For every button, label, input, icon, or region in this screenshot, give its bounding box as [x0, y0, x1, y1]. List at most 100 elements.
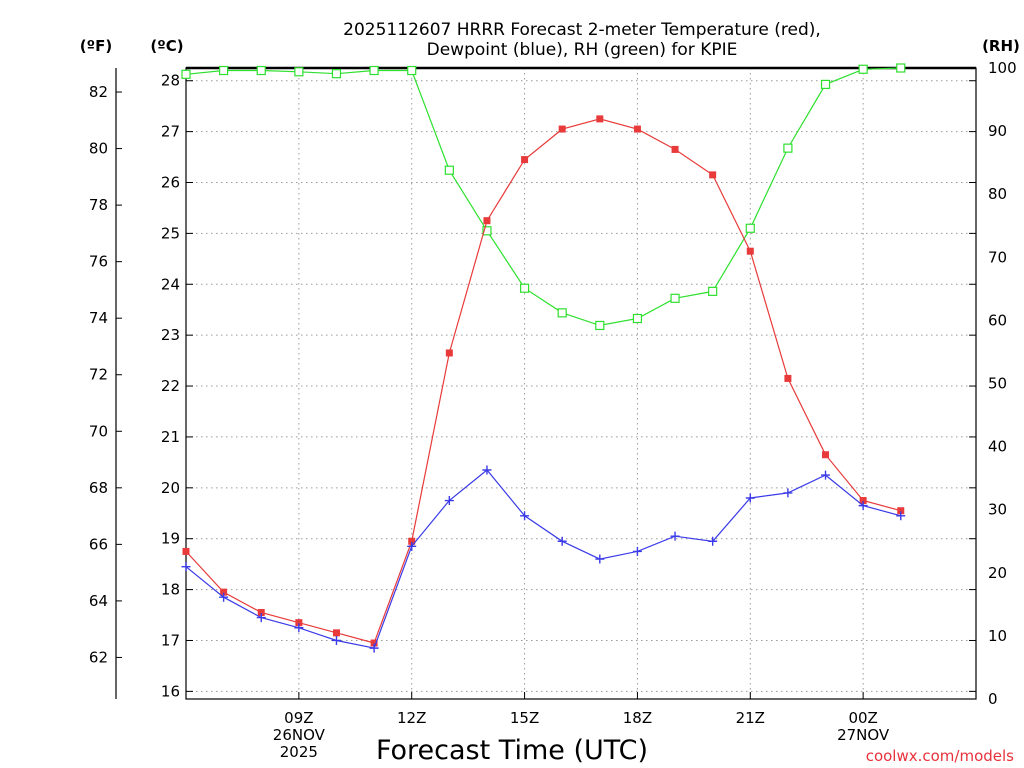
temperature-point — [220, 588, 228, 596]
dewpoint-point — [708, 536, 718, 546]
fahrenheit-tick-label: 78 — [89, 196, 108, 214]
rh-point — [896, 63, 906, 73]
rh-point — [181, 69, 191, 79]
temperature-point — [370, 639, 378, 647]
celsius-tick-label: 26 — [161, 173, 180, 191]
rh-point — [331, 69, 342, 79]
x-tick-label: 15Z — [510, 709, 539, 727]
temperature-point — [596, 115, 604, 123]
fahrenheit-tick-label: 80 — [89, 140, 108, 158]
dewpoint-point — [670, 531, 680, 541]
series-dewpoint — [181, 465, 906, 653]
rh-point — [369, 65, 379, 76]
x-tick-label: 12Z — [397, 709, 426, 727]
celsius-tick-label: 28 — [161, 72, 180, 90]
rh-point — [482, 226, 492, 236]
rh-tick-label: 100 — [988, 59, 1017, 77]
celsius-tick-label: 16 — [161, 682, 180, 700]
temperature-point — [521, 156, 529, 164]
fahrenheit-unit-label: (ºF) — [80, 37, 112, 55]
temperature-point — [784, 374, 792, 382]
rh-point — [219, 65, 229, 76]
x-tick-label: 26NOV — [273, 726, 326, 744]
temperature-point — [671, 145, 679, 153]
dewpoint-point — [294, 623, 304, 633]
fahrenheit-tick-label: 68 — [89, 479, 108, 497]
dewpoint-point — [444, 496, 454, 506]
rh-tick-label: 80 — [988, 185, 1007, 203]
axes-layer — [115, 66, 977, 700]
fahrenheit-tick-label: 82 — [89, 83, 108, 101]
rh-tick-label: 20 — [988, 564, 1007, 582]
dewpoint-point — [595, 554, 605, 564]
x-tick-label: 2025 — [280, 743, 318, 761]
x-tick-label: 27NOV — [837, 726, 890, 744]
credit-text: coolwx.com/models — [866, 747, 1014, 765]
fahrenheit-tick-label: 76 — [89, 253, 108, 271]
celsius-tick-label: 20 — [161, 479, 180, 497]
dewpoint-point — [557, 536, 567, 546]
series-temperature — [182, 115, 905, 647]
temperature-point — [633, 125, 641, 133]
celsius-tick-label: 22 — [161, 377, 180, 395]
dewpoint-point — [181, 562, 191, 572]
x-tick-label: 21Z — [736, 709, 765, 727]
celsius-tick-label: 23 — [161, 326, 180, 344]
grid-layer — [186, 68, 976, 699]
celsius-tick-label: 25 — [161, 224, 180, 242]
rh-point — [595, 320, 605, 331]
chart-title-line-2: Dewpoint (blue), RH (green) for KPIE — [427, 40, 738, 60]
temperature-point — [746, 247, 754, 255]
series-layer — [181, 63, 906, 653]
rh-tick-label: 70 — [988, 248, 1007, 266]
fahrenheit-tick-label: 66 — [89, 535, 108, 553]
dewpoint-point — [219, 592, 229, 602]
series-rh — [181, 63, 906, 331]
rh-point — [783, 143, 793, 153]
temperature-point — [257, 608, 265, 616]
temperature-point — [295, 619, 303, 627]
rh-tick-label: 60 — [988, 311, 1007, 329]
rh-point — [632, 313, 643, 324]
temperature-point — [182, 547, 190, 555]
dewpoint-point — [821, 470, 831, 480]
chart-title-line-1: 2025112607 HRRR Forecast 2-meter Tempera… — [343, 20, 821, 40]
temperature-point — [822, 451, 830, 459]
rh-point — [519, 283, 530, 293]
rh-point — [708, 286, 718, 296]
fahrenheit-tick-label: 62 — [89, 648, 108, 666]
rh-tick-label: 90 — [988, 122, 1007, 140]
temperature-line — [185, 118, 901, 644]
rh-line — [185, 67, 901, 327]
rh-point — [858, 64, 868, 74]
dewpoint-point — [783, 488, 793, 498]
rh-tick-label: 40 — [988, 438, 1007, 456]
celsius-tick-label: 27 — [161, 123, 180, 141]
tick-layer: 16 17 18 19 20 21 22 23 24 25 26 27 28 62 64 66 68 70 72 74… — [89, 59, 1017, 761]
rh-tick-label: 50 — [988, 375, 1007, 393]
celsius-tick-label: 18 — [161, 581, 180, 599]
rh-point — [670, 293, 680, 303]
rh-point — [407, 65, 417, 76]
fahrenheit-tick-label: 74 — [89, 309, 108, 327]
rh-point — [820, 79, 831, 90]
temperature-point — [859, 497, 867, 505]
dewpoint-line — [185, 469, 901, 649]
dewpoint-point — [482, 465, 492, 475]
plot-frame — [185, 67, 977, 700]
temperature-point — [332, 629, 340, 637]
dewpoint-point — [407, 541, 417, 551]
rh-point — [256, 65, 266, 76]
dewpoint-point — [896, 511, 906, 521]
celsius-tick-label: 19 — [161, 530, 180, 548]
celsius-tick-label: 21 — [161, 428, 180, 446]
temperature-point — [897, 507, 905, 515]
rh-point — [557, 308, 567, 318]
rh-point — [294, 67, 304, 77]
fahrenheit-tick-label: 70 — [89, 422, 108, 440]
celsius-tick-label: 17 — [161, 631, 180, 649]
dewpoint-point — [745, 493, 755, 503]
celsius-tick-label: 24 — [161, 275, 180, 293]
fahrenheit-tick-label: 72 — [89, 366, 108, 384]
